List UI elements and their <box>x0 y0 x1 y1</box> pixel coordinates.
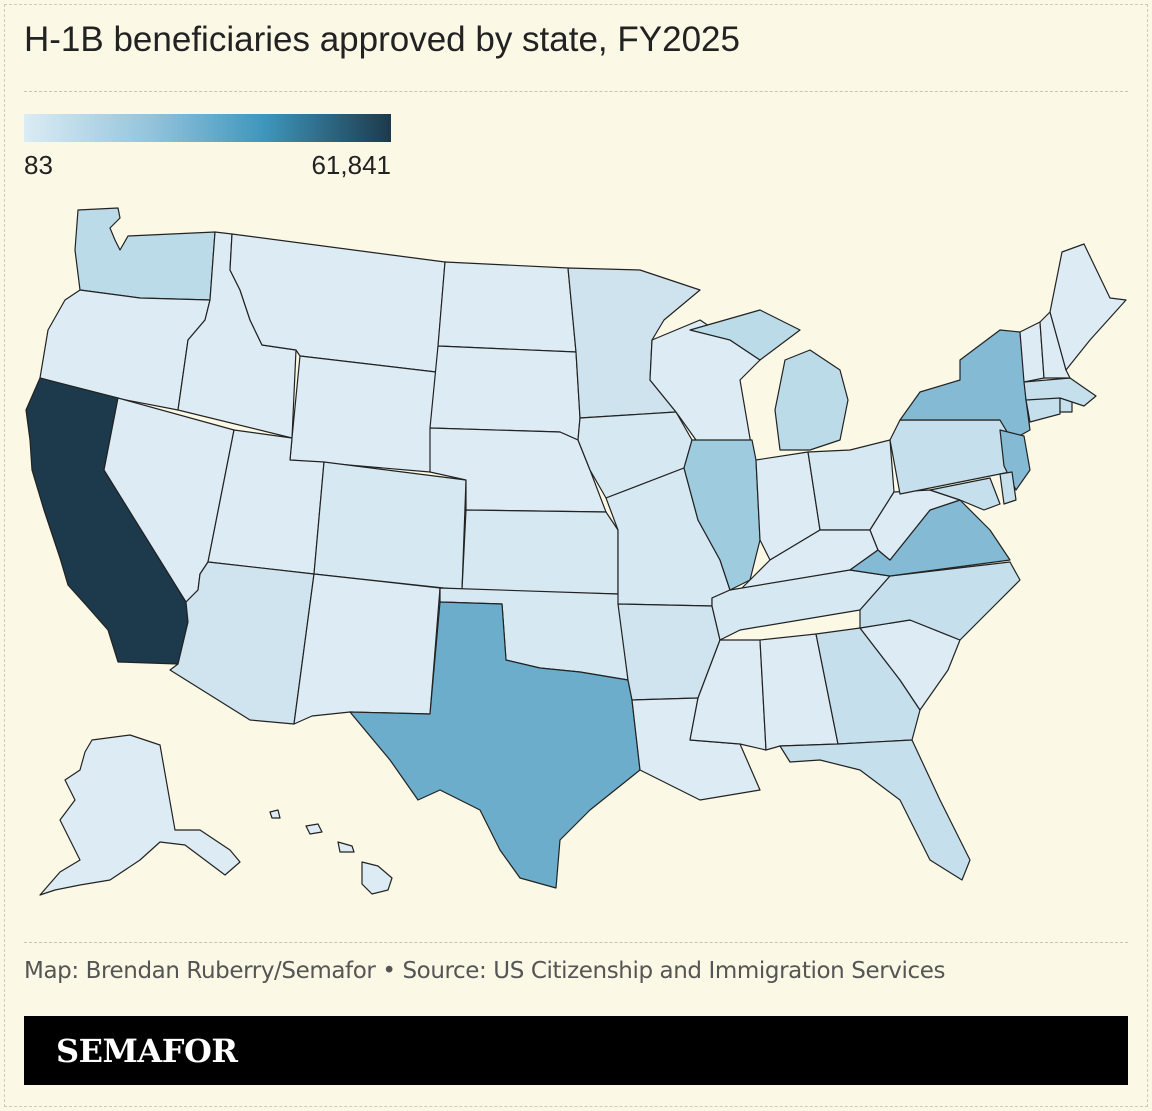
color-scale-bar <box>24 114 391 142</box>
state-colorado[interactable] <box>313 461 467 591</box>
state-washington[interactable] <box>74 207 216 301</box>
state-maryland[interactable] <box>929 477 1001 511</box>
state-florida[interactable] <box>779 739 971 881</box>
brand-footer: SEMAFOR <box>24 1016 1128 1085</box>
state-north-dakota[interactable] <box>437 261 577 353</box>
state-new-jersey[interactable] <box>999 429 1031 491</box>
state-maine[interactable] <box>1049 243 1127 371</box>
state-south-dakota[interactable] <box>429 345 581 441</box>
legend-min-label: 83 <box>24 150 53 180</box>
state-delaware[interactable] <box>999 471 1017 505</box>
state-texas[interactable] <box>349 601 641 889</box>
state-michigan[interactable] <box>689 309 849 451</box>
chart-frame <box>4 4 1148 1107</box>
legend-max-label: 61,841 <box>311 150 391 180</box>
state-north-carolina[interactable] <box>859 561 1021 641</box>
state-pennsylvania[interactable] <box>889 419 1013 495</box>
state-new-hampshire[interactable] <box>1039 311 1071 379</box>
brand-logo[interactable]: SEMAFOR <box>56 1032 238 1070</box>
top-divider <box>24 91 1128 92</box>
state-kansas[interactable] <box>461 509 619 595</box>
bottom-divider <box>24 942 1128 943</box>
chart-title: H-1B beneficiaries approved by state, FY… <box>24 20 740 59</box>
state-alaska[interactable] <box>39 734 241 896</box>
state-wyoming[interactable] <box>289 355 437 473</box>
state-new-mexico[interactable] <box>293 573 441 725</box>
state-hawaii[interactable] <box>269 809 393 895</box>
credit-line: Map: Brendan Ruberry/Semafor • Source: U… <box>24 958 946 984</box>
